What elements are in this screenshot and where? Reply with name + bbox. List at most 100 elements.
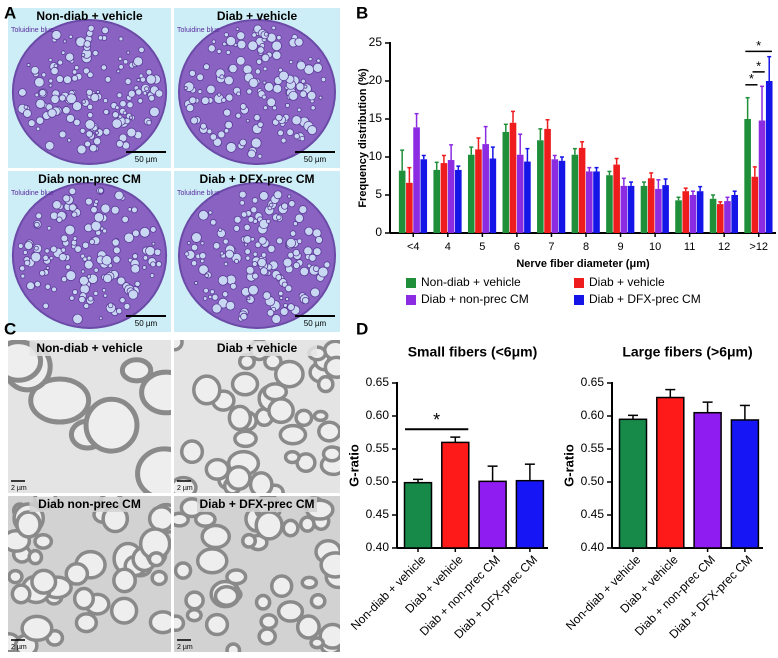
fiber [240, 211, 248, 218]
axon [184, 590, 205, 611]
micrograph: Diab + vehicle Toluidine blue 50 µm [174, 8, 340, 168]
micrograph: Diab + vehicle 2 µm [174, 340, 340, 493]
fiber [56, 216, 63, 223]
fiber [184, 251, 190, 257]
fiber [48, 78, 54, 84]
fiber [151, 241, 156, 246]
fiber [45, 266, 50, 270]
axon [283, 449, 301, 465]
y-tick-label: 0.65 [366, 375, 390, 389]
fiber [257, 153, 263, 159]
axon [309, 636, 325, 650]
bar [675, 200, 682, 233]
bar [544, 128, 551, 233]
fiber [94, 130, 99, 135]
micrograph-title: Diab + vehicle [217, 9, 298, 23]
fiber [48, 57, 53, 63]
axon [139, 369, 171, 416]
fiber [149, 106, 160, 118]
fiber [235, 112, 242, 119]
fiber [73, 118, 81, 127]
fiber [253, 113, 261, 122]
fiber [283, 303, 288, 308]
fiber [209, 133, 218, 141]
fiber [268, 202, 274, 208]
bar [489, 158, 497, 233]
fiber [223, 128, 230, 134]
x-tick-label: 6 [514, 241, 520, 253]
fiber [287, 303, 295, 311]
fiber [251, 197, 259, 204]
micrograph: Non-diab + vehicle 2 µm [8, 340, 171, 493]
axon [257, 627, 277, 646]
fiber [23, 104, 29, 110]
axon [119, 357, 154, 384]
fiber [102, 98, 109, 104]
fiber [266, 97, 276, 108]
bar [716, 204, 724, 233]
fiber [102, 228, 108, 234]
axon [309, 593, 327, 610]
fiber [250, 206, 258, 214]
fiber [78, 295, 86, 304]
fiber [87, 24, 95, 32]
fiber [229, 282, 237, 290]
micrograph-title: Non-diab + vehicle [36, 341, 143, 355]
fiber [83, 259, 94, 270]
y-tick-label: 20 [369, 73, 383, 87]
bar [682, 191, 690, 233]
fiber [134, 280, 141, 287]
fiber [85, 130, 94, 138]
bar [413, 127, 420, 233]
fiber [272, 83, 283, 94]
fiber [42, 302, 49, 310]
fiber [84, 119, 96, 130]
significance-mark: * [433, 410, 440, 430]
fiber [272, 105, 278, 111]
axon [20, 614, 54, 643]
fiber [236, 91, 241, 97]
fiber [224, 75, 234, 86]
axon [281, 518, 300, 538]
fiber [76, 144, 87, 155]
fiber [85, 88, 93, 96]
fiber [103, 108, 110, 116]
bar [447, 160, 455, 233]
fiber [116, 69, 121, 74]
fiber [60, 276, 68, 283]
y-tick-label: 0.40 [581, 540, 605, 554]
scale-label: 2 µm [177, 485, 193, 492]
x-tick-label: 12 [718, 241, 730, 253]
fiber [86, 274, 92, 279]
fiber [81, 99, 86, 104]
axon [225, 465, 252, 491]
fiber [272, 50, 282, 60]
fiber [203, 63, 210, 71]
fiber [275, 214, 282, 221]
fiber [224, 120, 233, 130]
fiber [101, 255, 113, 266]
fiber [93, 267, 99, 273]
fiber [310, 105, 316, 111]
bar [551, 159, 559, 233]
fiber [225, 93, 234, 102]
fiber [44, 248, 50, 254]
fiber [131, 206, 138, 214]
fiber [79, 284, 90, 295]
fiber [244, 248, 251, 255]
x-tick-label: >12 [749, 241, 768, 253]
bar [730, 419, 760, 549]
fiber [65, 113, 75, 123]
fiber [188, 96, 197, 105]
fiber [26, 281, 35, 291]
y-axis-label: G-ratio [346, 444, 361, 487]
fiber [245, 118, 250, 123]
bar [586, 171, 593, 233]
fiber [296, 238, 303, 244]
axon [174, 340, 184, 352]
bar [433, 169, 441, 233]
fiber [246, 88, 253, 95]
y-tick-label: 0.55 [581, 441, 605, 455]
fiber [119, 297, 126, 304]
fiber [22, 109, 32, 118]
